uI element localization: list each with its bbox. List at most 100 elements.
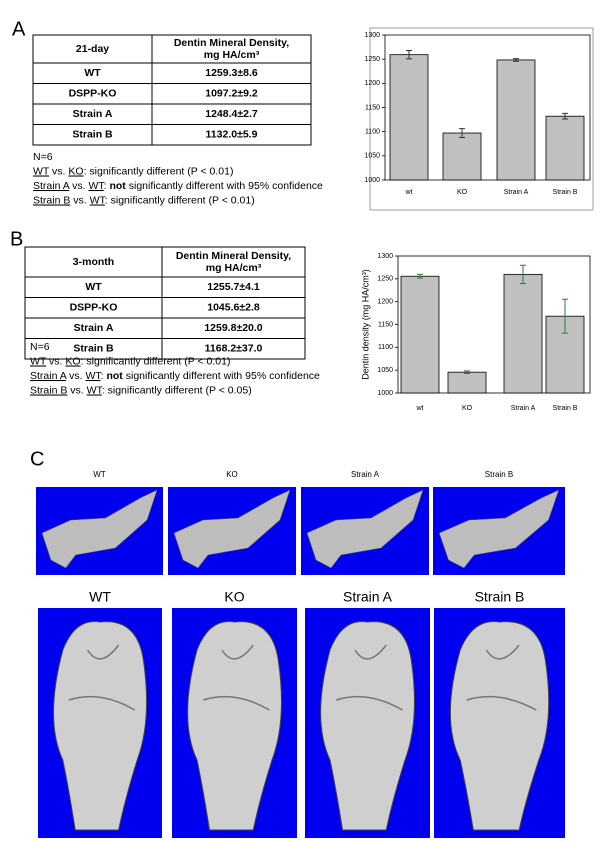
- bar: [389, 54, 429, 181]
- tooth-detail: [466, 644, 537, 711]
- note-part: : significantly different (P < 0.01): [81, 355, 231, 367]
- y-tick-label: 1050: [364, 153, 380, 160]
- table-header: 21-day: [76, 43, 109, 55]
- x-tick-label: KO: [457, 189, 468, 196]
- image-label: KO: [226, 470, 238, 479]
- image-label: KO: [224, 589, 244, 605]
- note-part: : significantly different (P < 0.01): [84, 165, 234, 177]
- table-cell: Strain B: [73, 343, 114, 355]
- note-part: WT: [87, 384, 104, 396]
- error-bar: [562, 112, 568, 120]
- note: N=6: [33, 151, 53, 163]
- x-tick-label: KO: [462, 405, 473, 412]
- bar: [496, 59, 536, 181]
- y-tick-label: 1100: [378, 344, 393, 351]
- y-tick-label: 1200: [364, 80, 380, 87]
- tooth-shape: [53, 621, 148, 831]
- table-cell: WT: [85, 281, 102, 293]
- note-part: Strain A: [33, 180, 70, 192]
- y-axis-label: Dentin density (mg HA/cm³): [360, 269, 370, 380]
- note-part: not: [106, 370, 123, 382]
- note-part: :: [104, 180, 110, 192]
- image-label: Strain A: [343, 589, 393, 605]
- note: N=6: [30, 341, 50, 353]
- error-bar: [520, 264, 526, 284]
- image-label: WT: [93, 470, 106, 479]
- note: WT vs. KO: significantly different (P < …: [33, 165, 233, 177]
- bar: [545, 115, 585, 181]
- panel-label: A: [12, 18, 26, 40]
- x-tick-label: wt: [405, 189, 413, 196]
- note-part: not: [109, 180, 126, 192]
- note-part: WT: [88, 180, 105, 192]
- jaw-shape: [438, 489, 560, 569]
- note-part: KO: [65, 355, 80, 367]
- table-cell: Strain B: [72, 129, 113, 141]
- table-cell: 1259.8±20.0: [204, 322, 262, 334]
- note-part: vs.: [69, 180, 88, 192]
- table-cell: WT: [84, 67, 101, 79]
- x-tick-label: wt: [416, 405, 424, 412]
- y-tick-label: 1000: [364, 177, 380, 184]
- table-cell: 1132.0±5.9: [206, 129, 258, 141]
- note-part: : significantly different (P < 0.05): [102, 384, 252, 396]
- note-part: WT: [33, 165, 50, 177]
- note-part: vs.: [67, 384, 86, 396]
- x-tick-label: Strain B: [553, 189, 578, 196]
- tooth-shape: [187, 621, 282, 831]
- error-bar: [406, 50, 412, 60]
- bar: [503, 273, 543, 394]
- table-cell: 1045.6±2.8: [207, 302, 260, 314]
- table-border: [24, 246, 306, 360]
- table-header: Dentin Mineral Density,: [174, 37, 289, 49]
- table-header: mg HA/cm³: [206, 262, 262, 274]
- y-tick-label: 1250: [364, 56, 380, 63]
- note-part: significantly different with 95% confide…: [123, 370, 320, 382]
- y-tick-label: 1000: [377, 390, 393, 397]
- note-part: N=6: [30, 341, 50, 353]
- jaw-shape: [41, 489, 158, 569]
- image-label: WT: [89, 589, 111, 605]
- error-bar: [513, 58, 519, 62]
- table-header: Dentin Mineral Density,: [176, 250, 291, 262]
- image-label: Strain B: [475, 589, 525, 605]
- chart-frame: [369, 27, 594, 211]
- y-tick-label: 1150: [378, 321, 393, 328]
- tooth-detail: [68, 644, 136, 711]
- note-part: Strain B: [30, 384, 67, 396]
- x-tick-label: Strain A: [504, 189, 529, 196]
- table-cell: DSPP-KO: [69, 88, 117, 100]
- note-part: Strain B: [33, 194, 70, 206]
- bar: [442, 132, 482, 181]
- jaw-shape: [173, 489, 291, 569]
- table-cell: Strain A: [74, 322, 114, 334]
- error-bar: [417, 273, 423, 279]
- image-label: Strain A: [351, 470, 380, 479]
- note-part: Strain A: [30, 370, 67, 382]
- table-cell: 1255.7±4.1: [207, 281, 260, 293]
- table-cell: 1097.2±9.2: [205, 88, 258, 100]
- note-part: N=6: [33, 151, 53, 163]
- note: Strain B vs. WT: significantly different…: [33, 194, 255, 206]
- error-bar: [562, 298, 568, 334]
- note-part: vs.: [46, 355, 65, 367]
- note-part: vs.: [66, 370, 85, 382]
- tooth-shape: [320, 621, 415, 831]
- bar: [447, 371, 487, 394]
- note-part: KO: [68, 165, 83, 177]
- note-part: significantly different with 95% confide…: [126, 180, 323, 192]
- table-cell: DSPP-KO: [70, 302, 118, 314]
- table-cell: 1259.3±8.6: [205, 67, 258, 79]
- table-header: 3-month: [73, 256, 114, 268]
- y-tick-label: 1100: [365, 129, 380, 136]
- note-part: vs.: [49, 165, 68, 177]
- error-bar: [464, 370, 470, 374]
- y-tick-label: 1300: [364, 32, 380, 39]
- note: WT vs. KO: significantly different (P < …: [30, 355, 230, 367]
- image-label: Strain B: [485, 470, 513, 479]
- panel-label: B: [10, 228, 23, 250]
- table-header: mg HA/cm³: [204, 49, 260, 61]
- jaw-shape: [306, 489, 424, 569]
- table-cell: Strain A: [73, 108, 113, 120]
